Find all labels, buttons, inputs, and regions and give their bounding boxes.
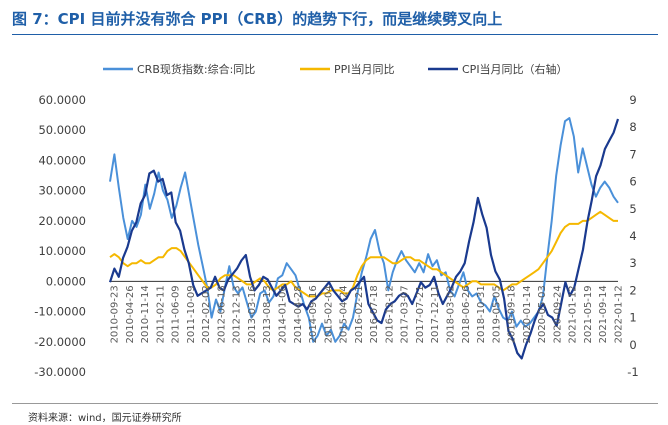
legend-label: CRB现货指数:综合:同比	[137, 62, 255, 76]
left-axis-ticks: 60.0000 50.0000 40.0000 30.0000 20.0000 10.00…	[34, 93, 86, 379]
x-tick-label: 2012-12-13	[232, 285, 243, 343]
x-tick-label: 2017-07-21	[415, 285, 426, 343]
left-tick-label: 0.0000	[46, 274, 86, 288]
right-axis-ticks: 9 8 7 6 5 4 3 2 1 0 -1	[627, 93, 638, 379]
x-tick-label: 2019-05-05	[491, 285, 502, 343]
x-tick-label: 2020-01-14	[522, 285, 533, 343]
x-tick-label: 2021-09-14	[598, 285, 609, 343]
x-tick-label: 2016-07-18	[369, 285, 380, 343]
right-tick-label: 3	[629, 256, 636, 270]
series-line-cpi	[108, 118, 620, 360]
x-tick-label: 2012-02-02	[201, 285, 212, 343]
right-tick-label: 0	[629, 338, 636, 352]
legend-label: PPI当月同比	[334, 62, 395, 76]
left-tick-label: 50.0000	[38, 123, 86, 137]
bottom-rule	[12, 403, 658, 404]
left-tick-label: -10.0000	[34, 305, 86, 319]
x-axis-ticks: 2010-09-23 2010-04-26 2010-11-14 2011-02-11…	[110, 285, 625, 343]
right-tick-label: 7	[629, 147, 636, 161]
x-tick-label: 2013-08-13	[262, 285, 273, 343]
left-tick-label: -30.0000	[34, 365, 86, 379]
x-tick-label: 2014-09-16	[308, 285, 319, 343]
x-tick-label: 2020-05-03	[537, 285, 548, 343]
right-tick-label: 4	[629, 229, 636, 243]
legend: CRB现货指数:综合:同比 PPI当月同比 CPI当月同比（右轴）	[103, 62, 568, 76]
x-tick-label: 2018-10-31	[476, 285, 487, 343]
source-note: 资料来源：wind，国元证券研究所	[28, 413, 182, 424]
title-rule	[12, 34, 658, 35]
x-tick-label: 2016-02-21	[354, 285, 365, 343]
x-tick-label: 2015-04-24	[339, 285, 350, 343]
x-tick-label: 2010-09-23	[110, 285, 121, 343]
legend-label: CPI当月同比（右轴）	[462, 62, 568, 76]
x-tick-label: 2014-01-06	[278, 285, 289, 343]
x-tick-label: 2016-12-12	[384, 285, 395, 343]
right-tick-label: 2	[629, 283, 636, 297]
x-tick-label: 2010-11-14	[140, 285, 151, 343]
left-tick-label: 60.0000	[38, 93, 86, 107]
x-tick-label: 2011-02-11	[155, 285, 166, 343]
x-tick-label: 2014-04-28	[293, 285, 304, 343]
series-layer	[108, 117, 620, 360]
x-tick-label: 2020-09-24	[552, 285, 563, 343]
left-tick-label: 20.0000	[38, 214, 86, 228]
x-tick-label: 2019-09-18	[507, 285, 518, 343]
left-tick-label: 40.0000	[38, 153, 86, 167]
right-tick-label: 1	[629, 311, 636, 325]
right-tick-label: -1	[627, 365, 638, 379]
x-tick-label: 2021-05-19	[583, 285, 594, 343]
x-tick-label: 2011-06-09	[171, 285, 182, 343]
series-line-ppi	[109, 210, 618, 298]
right-tick-label: 9	[629, 93, 636, 107]
x-tick-label: 2018-06-26	[461, 285, 472, 343]
x-tick-label: 2015-02-04	[323, 285, 334, 343]
x-tick-label: 2012-06-18	[216, 285, 227, 343]
chart-title: 图 7：CPI 目前并没有弥合 PPI（CRB）的趋势下行，而是继续劈叉向上	[12, 10, 503, 28]
left-tick-label: 10.0000	[38, 244, 86, 258]
left-tick-label: -20.0000	[34, 335, 86, 349]
x-tick-label: 2021-01-12	[568, 285, 579, 343]
right-tick-label: 8	[629, 120, 636, 134]
x-tick-label: 2010-04-26	[125, 285, 136, 343]
x-tick-label: 2018-03-02	[446, 285, 457, 343]
x-tick-label: 2017-12-11	[430, 285, 441, 343]
x-tick-label: 2011-10-09	[186, 285, 197, 343]
left-tick-label: 30.0000	[38, 184, 86, 198]
x-tick-label: 2013-03-16	[247, 285, 258, 343]
right-tick-label: 5	[629, 202, 636, 216]
x-tick-label: 2017-03-07	[400, 285, 411, 343]
x-tick-label: 2022-01-12	[614, 285, 625, 343]
right-tick-label: 6	[629, 175, 636, 189]
